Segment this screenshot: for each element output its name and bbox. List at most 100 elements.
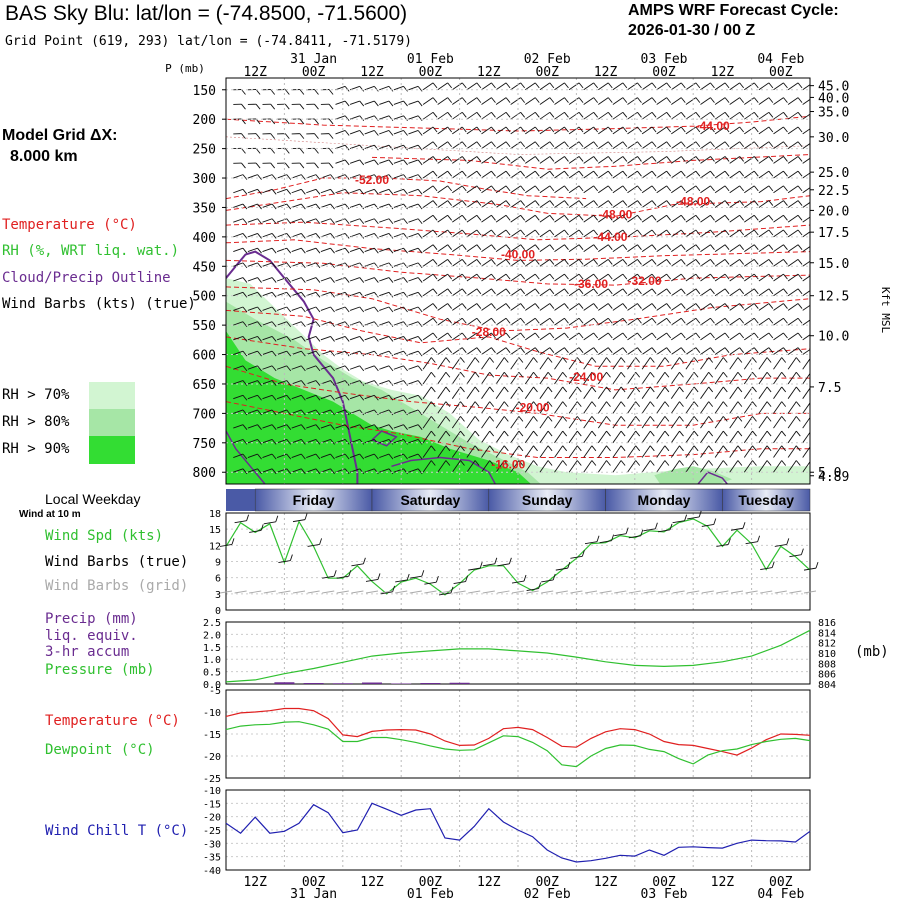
wind-barb-flag — [271, 350, 277, 357]
wind-barb-staff — [510, 460, 520, 473]
wind-barb-staff — [612, 126, 624, 135]
wind-barb-flag — [505, 347, 511, 353]
wind-barb-flag — [520, 317, 526, 324]
wind-barb-flag — [680, 112, 686, 118]
wind-barb-flag — [257, 203, 262, 210]
wind-barb-flag — [314, 162, 319, 169]
wind-barb-staff — [408, 291, 419, 297]
wind-barb-staff — [612, 460, 622, 473]
wind-barb-staff — [773, 416, 783, 429]
wind-barb-staff — [306, 188, 317, 194]
cloud-outline — [371, 430, 398, 447]
panel-ytick-label: 18 — [209, 509, 221, 520]
wind-barb-staff — [685, 259, 697, 267]
wind-barb-flag — [753, 185, 759, 192]
wind-barb-staff — [700, 229, 711, 238]
wind-barb-staff — [598, 332, 609, 341]
wind-barb-flag — [666, 215, 672, 221]
wind-barb-staff — [466, 200, 478, 208]
wind-barb-staff — [233, 203, 244, 208]
surface-wind-barb — [599, 540, 612, 544]
wind-barb-flag — [271, 336, 277, 342]
wind-barb-staff — [729, 200, 740, 208]
wind-barb-flag — [301, 453, 306, 460]
wind-barb-staff — [525, 288, 536, 297]
wind-barb-flag — [708, 416, 714, 422]
panel-frame — [225, 789, 811, 871]
wind-barb-flag — [461, 303, 467, 309]
wind-barb-flag — [476, 303, 482, 309]
surface-wind-barb-grid — [409, 590, 422, 594]
surface-wind-barb — [687, 516, 700, 520]
wind-barb-staff — [466, 288, 478, 297]
wind-barb-flag — [505, 244, 511, 250]
wind-barb-flag — [257, 189, 262, 195]
wind-barb-flag — [520, 288, 526, 295]
wind-barb-staff — [379, 365, 390, 370]
wind-barb-flag — [301, 277, 306, 283]
wind-barb-staff — [554, 386, 564, 399]
wind-barb-staff — [583, 460, 593, 473]
wind-barb-staff — [656, 460, 666, 473]
wind-barb-flag — [505, 97, 511, 103]
wind-barb-staff — [787, 416, 797, 429]
wind-barb-staff — [335, 438, 346, 444]
wind-barb-flag — [417, 409, 423, 416]
wind-barb-flag — [622, 347, 628, 353]
wind-barb-flag — [359, 453, 365, 460]
wind-barb-staff — [364, 380, 375, 385]
wind-barb-staff — [320, 291, 331, 297]
wind-barb-staff — [744, 317, 755, 326]
pressure-tick-label: 800 — [193, 466, 216, 481]
wind-barb-flag — [622, 229, 628, 236]
wind-barb-flag — [505, 332, 511, 339]
wind-barb-flag — [388, 292, 394, 298]
wind-barb-flag — [739, 244, 745, 250]
wind-barb-staff — [656, 97, 667, 105]
wind-barb-staff — [437, 401, 447, 414]
wind-barb-flag — [447, 112, 453, 118]
legend-barbs-grid: Wind Barbs (grid) — [45, 578, 189, 594]
wind-barb-flag — [564, 288, 569, 295]
wind-barb-staff — [481, 288, 492, 297]
wind-barb-flag — [242, 409, 248, 416]
surface-wind-barb — [395, 579, 408, 583]
wind-barb-flag — [374, 292, 379, 298]
wind-barb-flag — [708, 386, 714, 393]
wind-barb-flag — [607, 156, 613, 162]
wind-barb-flag — [403, 174, 408, 180]
hour-label-bottom: 12Z — [360, 875, 384, 890]
surface-wind-barb-grid — [760, 590, 773, 594]
wind-barb-staff — [364, 262, 375, 267]
wind-barb-staff — [393, 262, 404, 267]
wind-barb-flag — [724, 273, 730, 280]
wind-barb-staff — [481, 430, 491, 444]
wind-barb-flag — [533, 460, 538, 466]
wind-barb-staff — [583, 82, 594, 91]
surface-wind-barb — [745, 541, 758, 545]
wind-barb-staff — [758, 141, 770, 149]
wind-barb-staff — [247, 468, 258, 473]
wind-barb-flag — [476, 126, 482, 133]
legend-rh: RH (%, WRT liq. wat.) — [2, 243, 180, 259]
wind-barb-staff — [276, 365, 287, 370]
wind-barb-flag — [417, 439, 423, 445]
wind-barb-flag — [664, 357, 670, 363]
wind-barb-flag — [693, 430, 699, 437]
wind-barb-staff — [744, 273, 755, 282]
wind-barb-flag — [637, 259, 642, 265]
surface-wind-barb-grid — [278, 590, 291, 594]
wind-barb-flag — [710, 229, 715, 236]
wind-barb-staff — [510, 229, 521, 238]
wind-barb-staff — [568, 288, 580, 297]
wind-barb-staff — [452, 303, 463, 311]
wind-barb-flag — [505, 288, 511, 295]
wind-barb-staff — [787, 259, 799, 267]
wind-barb-staff — [700, 347, 711, 355]
wind-barb-flag — [417, 336, 423, 342]
wind-barb-staff — [598, 273, 609, 282]
wind-barb-staff — [510, 332, 521, 341]
wind-barb-flag — [315, 218, 321, 225]
wind-barb-flag — [315, 365, 321, 372]
wind-barb-flag — [722, 460, 728, 466]
